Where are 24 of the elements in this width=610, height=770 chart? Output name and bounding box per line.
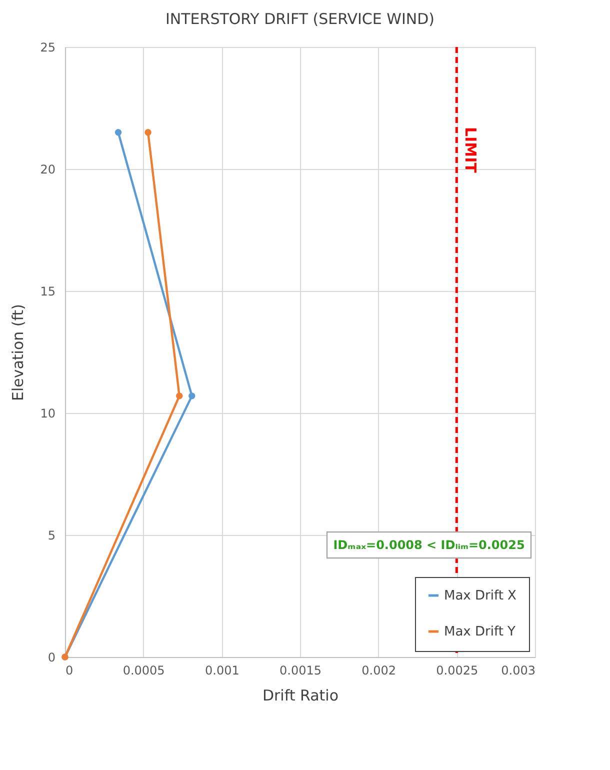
x-tick-label: 0.001 <box>204 664 240 678</box>
annotation: IDₘₐₓ=0.0008 < IDₗᵢₘ=0.0025 <box>333 538 525 552</box>
point <box>144 129 152 136</box>
x-tick-label: 0 <box>66 664 74 678</box>
y-tick-label: 15 <box>40 284 56 298</box>
chart-title: INTERSTORY DRIFT (SERVICE WIND) <box>165 10 435 28</box>
y-tick-label: 25 <box>40 40 56 54</box>
x-axis-title: Drift Ratio <box>262 686 339 704</box>
x-tick-label: 0.003 <box>501 664 536 678</box>
point <box>176 392 183 400</box>
x-tick-label: 0.0005 <box>122 664 165 678</box>
y-axis-title: Elevation (ft) <box>9 304 28 402</box>
x-tick-label: 0.002 <box>362 664 396 678</box>
legend-label: Max Drift X <box>444 588 517 604</box>
x-tick-label: 0.0015 <box>280 664 322 678</box>
y-tick-label: 5 <box>48 528 56 542</box>
legend-label: Max Drift Y <box>444 624 516 640</box>
y-tick-label: 10 <box>40 406 56 420</box>
y-tick-label: 0 <box>48 650 56 664</box>
x-tick-label: 0.0025 <box>436 664 478 678</box>
point <box>114 129 122 136</box>
point <box>188 392 196 400</box>
ref-line-label: LIMIT <box>462 127 480 174</box>
y-tick-label: 20 <box>40 162 56 176</box>
